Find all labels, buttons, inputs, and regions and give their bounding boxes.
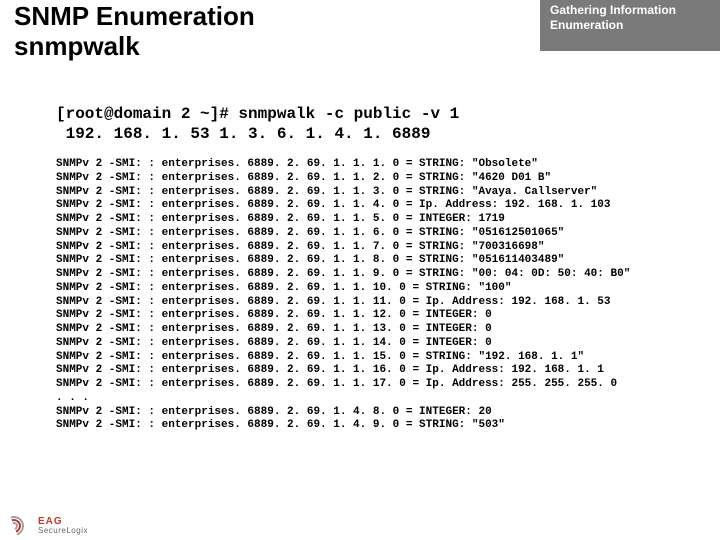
output-block: SNMPv 2 -SMI: : enterprises. 6889. 2. 69… xyxy=(56,158,720,433)
tab-line-1: Gathering Information xyxy=(550,3,676,17)
logo-text: EAG SecureLogix xyxy=(38,517,88,535)
section-tab: Gathering Information Enumeration xyxy=(540,0,720,51)
footer-logo: EAG SecureLogix xyxy=(4,514,134,538)
slide-title: SNMP Enumeration snmpwalk xyxy=(14,2,255,62)
logo-line-2: SecureLogix xyxy=(38,527,88,535)
command-block: [root@domain 2 ~]# snmpwalk -c public -v… xyxy=(56,104,720,144)
logo-icon xyxy=(4,516,36,536)
tab-line-2: Enumeration xyxy=(550,18,623,32)
terminal-content: [root@domain 2 ~]# snmpwalk -c public -v… xyxy=(0,70,720,433)
title-line-1: SNMP Enumeration xyxy=(14,1,255,31)
command-line-2: 192. 168. 1. 53 1. 3. 6. 1. 4. 1. 6889 xyxy=(56,125,430,143)
command-line-1: [root@domain 2 ~]# snmpwalk -c public -v… xyxy=(56,105,459,123)
slide-header: SNMP Enumeration snmpwalk Gathering Info… xyxy=(0,0,720,70)
title-line-2: snmpwalk xyxy=(14,31,140,61)
